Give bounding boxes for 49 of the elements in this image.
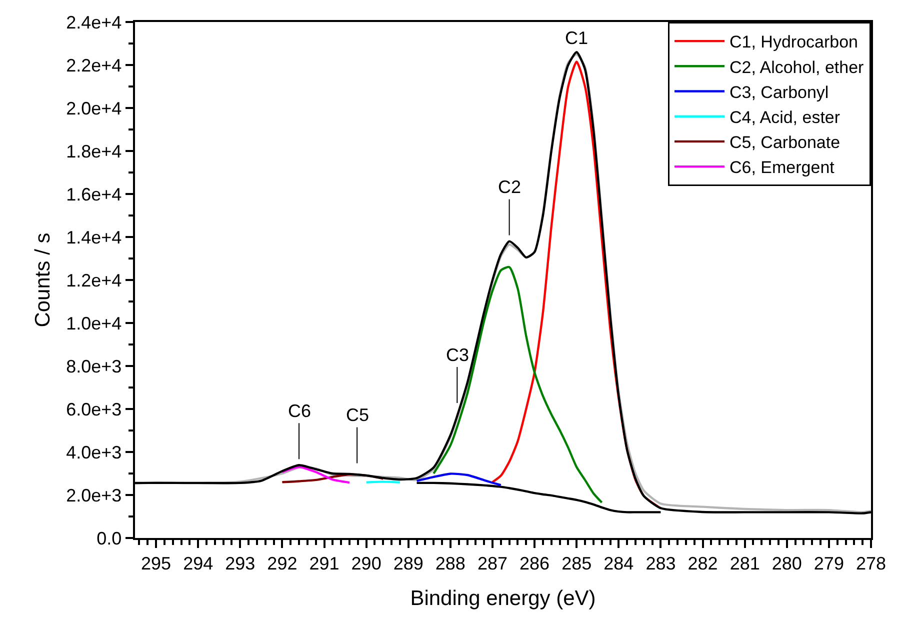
y-tick-label: 1.6e+4 [66,184,122,204]
x-tick-label: 289 [393,553,424,574]
x-axis-title: Binding energy (eV) [410,587,596,610]
y-tick-label: 0.0 [96,528,122,548]
x-tick-label: 281 [730,553,760,574]
y-tick-label: 1.0e+4 [66,313,122,334]
x-tick-label: 284 [604,553,634,574]
x-tick-label: 279 [814,553,844,574]
x-tick-label: 280 [772,553,802,574]
line-series [281,466,351,484]
annotation: C6 [288,401,312,421]
y-tick-label: 2.4e+4 [66,12,122,32]
x-tick-label: 282 [688,553,718,574]
y-tick-label: 4.0e+3 [66,442,122,462]
legend-label: C2, Alcohol, ether [730,58,864,77]
legend-label: C5, Carbonate [730,133,840,152]
x-tick-label: 287 [477,553,508,574]
line-series [416,472,502,486]
legend-label: C6, Emergent [730,158,835,178]
legend-label: C3, Carbonyl [730,82,829,102]
y-tick-label: 1.4e+4 [66,227,122,248]
line-series [416,482,662,514]
x-tick-label: 278 [856,553,886,574]
x-tick-label: 288 [435,553,466,574]
legend-label: C1, Hydrocarbon [730,32,858,52]
annotation: C3 [446,345,470,365]
y-tick-label: 2.0e+4 [66,98,122,118]
annotation: C5 [346,405,370,425]
legend-label: C4, Acid, ester [730,108,840,127]
x-tick-label: 291 [309,553,340,574]
x-tick-label: 292 [267,553,298,574]
x-tick-label: 283 [646,553,676,574]
x-tick-label: 285 [562,553,592,574]
y-axis-title: Counts / s [32,232,55,328]
y-tick-label: 1.8e+4 [66,141,122,162]
y-tick-label: 2.0e+3 [66,485,122,506]
y-tick-label: 1.2e+4 [66,270,122,290]
annotation: C2 [498,177,522,197]
y-tick-label: 6.0e+3 [66,399,122,420]
line-series [281,473,384,484]
line-series [432,266,603,504]
x-tick-label: 294 [183,553,214,574]
x-tick-label: 286 [520,553,550,574]
annotation: C1 [565,28,588,48]
x-tick-label: 295 [141,553,172,574]
y-tick-label: 8.0e+3 [66,356,122,376]
y-tick-label: 2.2e+4 [66,55,122,76]
x-tick-label: 293 [225,553,256,574]
x-tick-label: 290 [351,553,382,574]
